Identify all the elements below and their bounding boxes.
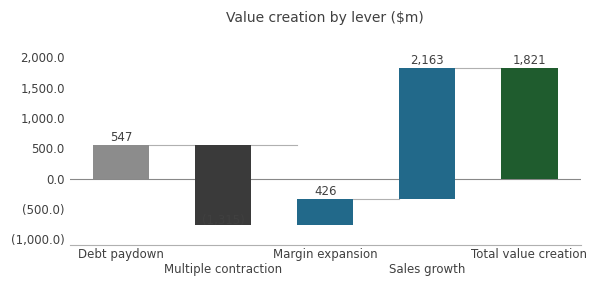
- Text: 2,163: 2,163: [411, 54, 444, 67]
- Bar: [195, 146, 251, 225]
- Bar: [297, 199, 353, 225]
- Title: Value creation by lever ($m): Value creation by lever ($m): [226, 11, 424, 25]
- Text: 1,821: 1,821: [513, 54, 546, 67]
- Bar: [93, 146, 149, 179]
- Text: (1,315): (1,315): [202, 214, 245, 226]
- Bar: [399, 68, 455, 199]
- Text: 426: 426: [314, 185, 336, 198]
- Text: 547: 547: [110, 131, 132, 144]
- Bar: [502, 68, 558, 179]
